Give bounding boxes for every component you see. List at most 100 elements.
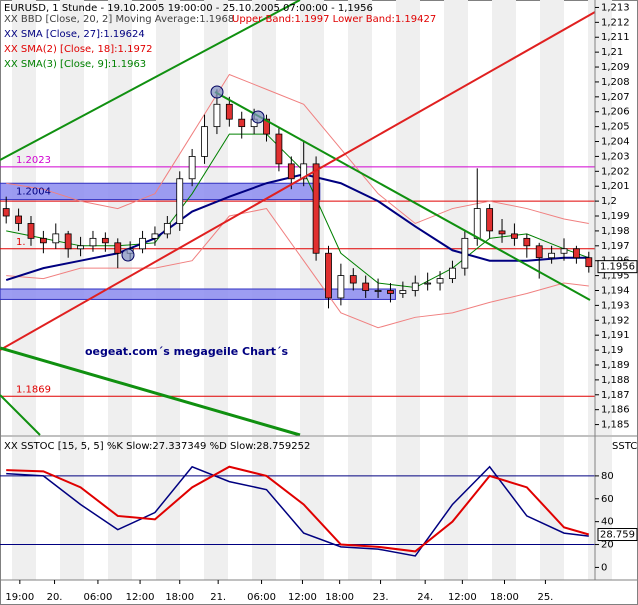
candle-body: [374, 290, 382, 292]
candle-body: [114, 242, 122, 254]
candle-body: [89, 237, 97, 247]
legend-entry: XX SMA(3) [Close, 9]:1.1963: [4, 59, 146, 70]
candle-body: [424, 282, 432, 285]
level-label: 1.: [16, 237, 26, 248]
candle-body: [461, 237, 469, 269]
candle-body: [275, 133, 283, 165]
candle-body: [436, 278, 444, 284]
y-tick-label: 1,21: [601, 47, 623, 58]
back-layer: [0, 0, 612, 580]
candle-body: [486, 208, 494, 232]
x-tick-label: 12:00: [448, 592, 477, 603]
y-tick-label: 1,188: [601, 375, 630, 386]
y-tick-label: 1,19: [601, 345, 623, 356]
candle-body: [225, 103, 233, 120]
stripe: [108, 0, 132, 435]
candle-body: [39, 237, 47, 244]
candle-body: [573, 248, 580, 259]
y-tick-label: 1,191: [601, 330, 630, 341]
trend-lines: [0, 0, 596, 437]
candle-body: [287, 163, 295, 180]
y-tick-label: 1,211: [601, 32, 630, 43]
candle-body: [349, 275, 357, 284]
stripe: [156, 0, 180, 435]
last-price-box: [597, 260, 638, 274]
x-tick-label: 18:00: [490, 592, 519, 603]
legend-entry: XX BBD [Close, 20, 2] Moving Average:1.1…: [4, 14, 234, 25]
x-tick-label: 06:00: [247, 592, 276, 603]
stoch-title: XX SSTOC [15, 5, 5] %K Slow:27.337349 %D…: [4, 441, 310, 452]
y-tick-label: 1,201: [601, 181, 630, 192]
candle-body: [52, 233, 60, 244]
candle-body: [523, 237, 531, 247]
marker: [210, 85, 224, 99]
y-tick-label: 1,203: [601, 151, 630, 162]
candle-body: [585, 257, 593, 268]
candle-body: [337, 275, 345, 299]
trend-line: [214, 91, 591, 301]
y-tick-label: 1,185: [601, 420, 630, 431]
price-layer: [2, 73, 593, 557]
marker: [251, 110, 265, 124]
stripe: [204, 437, 228, 580]
y-tick-label: 1,187: [601, 390, 630, 401]
y-tick-label: 1,202: [601, 166, 630, 177]
x-tick-label: 06:00: [84, 592, 113, 603]
level-label: 1.1869: [16, 384, 51, 395]
last-value-box: [597, 528, 638, 542]
candle-body: [300, 163, 308, 180]
x-tick-label: 12:00: [288, 592, 317, 603]
stripe: [492, 0, 516, 435]
candle-body: [2, 208, 10, 217]
x-tick-label: 12:00: [126, 592, 155, 603]
candle-body: [449, 267, 456, 279]
stripe: [396, 437, 420, 580]
stripe: [540, 437, 564, 580]
stripe: [588, 0, 612, 435]
candle-body: [263, 118, 270, 135]
candle-body: [64, 233, 72, 250]
level-label: 1.2023: [16, 155, 51, 166]
trend-line: [0, 0, 301, 161]
candle-body: [139, 237, 146, 250]
y-tick-label: 40: [601, 517, 614, 528]
stripe: [588, 437, 612, 580]
last-price-label: 1.1956: [600, 262, 635, 273]
candle-body: [312, 163, 320, 254]
indicator-line: [6, 208, 589, 329]
x-tick-label: 24.: [417, 592, 433, 603]
x-tick-label: 25.: [537, 592, 553, 603]
stoch-header: SSTC: [612, 441, 637, 452]
y-tick-label: 60: [601, 494, 614, 505]
candle-body: [188, 156, 196, 180]
y-tick-label: 1,198: [601, 226, 630, 237]
y-tick-label: 1,212: [601, 17, 630, 28]
y-tick-label: 1,186: [601, 405, 630, 416]
trend-line: [0, 346, 301, 437]
y-tick-label: 1,208: [601, 77, 630, 88]
y-tick-label: 1,193: [601, 300, 630, 311]
candle-body: [362, 282, 370, 291]
trend-line: [0, 394, 41, 436]
candle-body: [238, 118, 246, 128]
candle-body: [201, 126, 208, 157]
stripe: [348, 437, 372, 580]
stripe: [12, 437, 36, 580]
oscillator-line: [6, 465, 589, 557]
last-value-label: 28.759: [600, 530, 635, 541]
stripe: [492, 437, 516, 580]
y-tick-label: 1,205: [601, 122, 630, 133]
candle-body: [151, 233, 159, 239]
x-tick-label: 18:00: [325, 592, 354, 603]
legend-entry: XX SMA(2) [Close, 18]:1.1972: [4, 44, 153, 55]
oscillator-line: [6, 465, 590, 553]
stripe: [444, 0, 468, 435]
y-tick-label: 1,194: [601, 285, 630, 296]
candle-body: [27, 223, 35, 239]
candle-body: [387, 290, 394, 294]
stripe: [300, 0, 324, 435]
zone-label: 1.2004: [16, 186, 51, 197]
candle-body: [560, 248, 568, 254]
